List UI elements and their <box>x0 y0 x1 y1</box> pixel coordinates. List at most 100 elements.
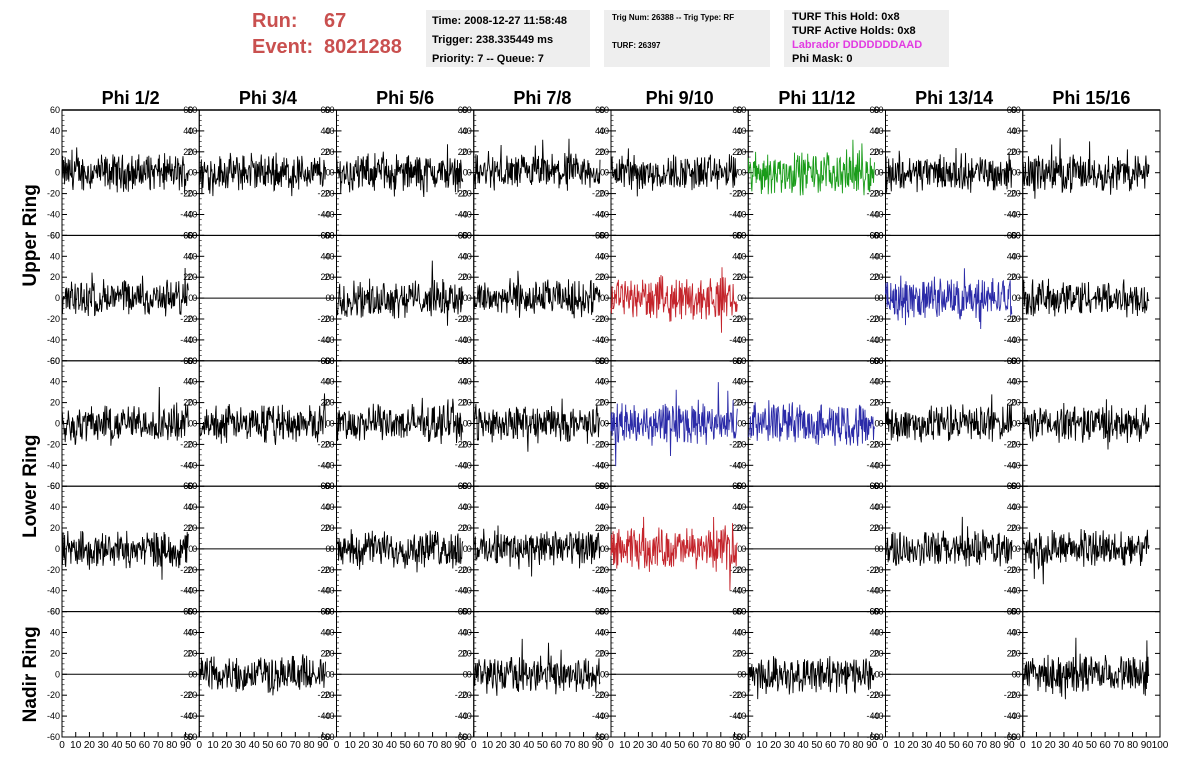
y-tick-label-right: 40 <box>595 377 605 387</box>
y-tick-label-left: -20 <box>1008 189 1021 199</box>
y-tick-label-right: 0 <box>188 419 193 429</box>
y-tick-label-left: 20 <box>1011 398 1021 408</box>
y-tick-label-right: 40 <box>183 251 193 261</box>
y-tick-label-left: 0 <box>329 669 334 679</box>
y-tick-label-left: 0 <box>1016 293 1021 303</box>
y-tick-label-left: 60 <box>187 230 197 240</box>
y-tick-label-left: 0 <box>55 419 60 429</box>
noise-waveform-trace <box>198 152 326 197</box>
y-tick-label-left: 20 <box>324 398 334 408</box>
y-tick-label-right: 40 <box>458 126 468 136</box>
y-tick-label-left: -60 <box>47 356 60 366</box>
y-tick-label-left: -40 <box>184 335 197 345</box>
x-tick-label: 0 <box>745 740 751 751</box>
x-tick-label: 80 <box>303 740 315 751</box>
x-tick-label: 80 <box>990 740 1002 751</box>
y-tick-label-left: 0 <box>604 168 609 178</box>
y-tick-label-right: -20 <box>317 690 330 700</box>
x-tick-label: 20 <box>770 740 782 751</box>
y-tick-label-right: 0 <box>188 168 193 178</box>
y-tick-label-left: -40 <box>870 586 883 596</box>
y-tick-label-left: -20 <box>596 189 609 199</box>
y-tick-label-left: 0 <box>878 544 883 554</box>
run-value: 67 <box>324 10 347 32</box>
y-tick-label-right: -60 <box>729 732 742 742</box>
x-tick-label: 90 <box>729 740 741 751</box>
y-tick-label-left: 20 <box>873 523 883 533</box>
priority-text: Priority: 7 -- Queue: 7 <box>432 53 544 65</box>
y-tick-label-right: 40 <box>595 251 605 261</box>
y-tick-label-left: 60 <box>187 607 197 617</box>
x-tick-label: 70 <box>1113 740 1125 751</box>
y-tick-label-left: -20 <box>1008 565 1021 575</box>
y-tick-label-right: -40 <box>455 586 468 596</box>
x-tick-label: 20 <box>221 740 233 751</box>
y-tick-label-left: -40 <box>459 586 472 596</box>
y-tick-label-right: 40 <box>732 502 742 512</box>
y-tick-label-left: 60 <box>324 356 334 366</box>
x-tick-label: 50 <box>1086 740 1098 751</box>
y-tick-label-right: -20 <box>592 690 605 700</box>
time-trigger-panel: Time: 2008-12-27 11:58:48 Trigger: 238.3… <box>426 10 590 67</box>
y-tick-label-left: 0 <box>604 293 609 303</box>
y-tick-label-left: 60 <box>50 356 60 366</box>
y-tick-label-right: -40 <box>592 711 605 721</box>
y-tick-label-left: 20 <box>50 272 60 282</box>
y-tick-label-left: 60 <box>50 481 60 491</box>
y-tick-label-left: -20 <box>870 439 883 449</box>
x-tick-label: 20 <box>496 740 508 751</box>
y-tick-label-right: -40 <box>455 460 468 470</box>
y-tick-label-left: 20 <box>324 523 334 533</box>
x-tick-label: 70 <box>153 740 165 751</box>
y-tick-label-right: -40 <box>592 586 605 596</box>
noise-waveform-trace <box>198 654 326 696</box>
y-tick-label-left: 40 <box>50 502 60 512</box>
run-label: Run: <box>252 10 298 32</box>
y-tick-label-right: 40 <box>458 251 468 261</box>
y-tick-label-left: 20 <box>462 398 472 408</box>
y-tick-label-right: 60 <box>732 105 742 115</box>
y-tick-label-left: -20 <box>1008 690 1021 700</box>
y-tick-label-right: -40 <box>180 586 193 596</box>
turf-text: TURF: 26397 <box>612 41 661 50</box>
y-tick-label-right: -40 <box>317 586 330 596</box>
y-tick-label-left: 20 <box>599 523 609 533</box>
y-tick-label-left: 40 <box>599 126 609 136</box>
y-tick-label-right: -40 <box>455 711 468 721</box>
x-tick-label: 30 <box>1058 740 1070 751</box>
x-tick-label: 0 <box>883 740 889 751</box>
noise-waveform-trace <box>1022 637 1150 700</box>
y-tick-label-right: -20 <box>455 189 468 199</box>
x-tick-label: 0 <box>196 740 202 751</box>
y-tick-label-left: 20 <box>599 398 609 408</box>
y-tick-label-right: 60 <box>1007 105 1017 115</box>
y-tick-label-right: 40 <box>1007 126 1017 136</box>
y-tick-label-left: 40 <box>1011 251 1021 261</box>
y-tick-label-right: 20 <box>183 147 193 157</box>
y-tick-label-right: -20 <box>729 189 742 199</box>
y-tick-label-left: 20 <box>1011 147 1021 157</box>
y-tick-label-left: 20 <box>324 147 334 157</box>
y-tick-label-left: 20 <box>462 147 472 157</box>
x-tick-label: 20 <box>907 740 919 751</box>
y-tick-label-right: 60 <box>458 607 468 617</box>
y-tick-label-left: -40 <box>321 711 334 721</box>
y-tick-label-right: 20 <box>183 398 193 408</box>
y-tick-label-left: -40 <box>184 460 197 470</box>
x-tick-label: 0 <box>59 740 65 751</box>
noise-waveform-trace <box>473 138 601 191</box>
x-tick-label: 30 <box>98 740 110 751</box>
y-tick-label-right: 0 <box>1012 419 1017 429</box>
y-tick-label-left: -60 <box>870 732 883 742</box>
y-tick-label-left: -20 <box>733 189 746 199</box>
y-tick-label-right: -20 <box>729 439 742 449</box>
noise-waveform-trace <box>336 529 464 573</box>
y-tick-label-left: 20 <box>50 648 60 658</box>
y-tick-label-left: 60 <box>1011 105 1021 115</box>
y-tick-label-left: 20 <box>599 272 609 282</box>
y-tick-label-right: -20 <box>592 565 605 575</box>
y-tick-label-right: 40 <box>458 377 468 387</box>
y-tick-label-right: 0 <box>737 293 742 303</box>
y-tick-label-left: 40 <box>324 126 334 136</box>
